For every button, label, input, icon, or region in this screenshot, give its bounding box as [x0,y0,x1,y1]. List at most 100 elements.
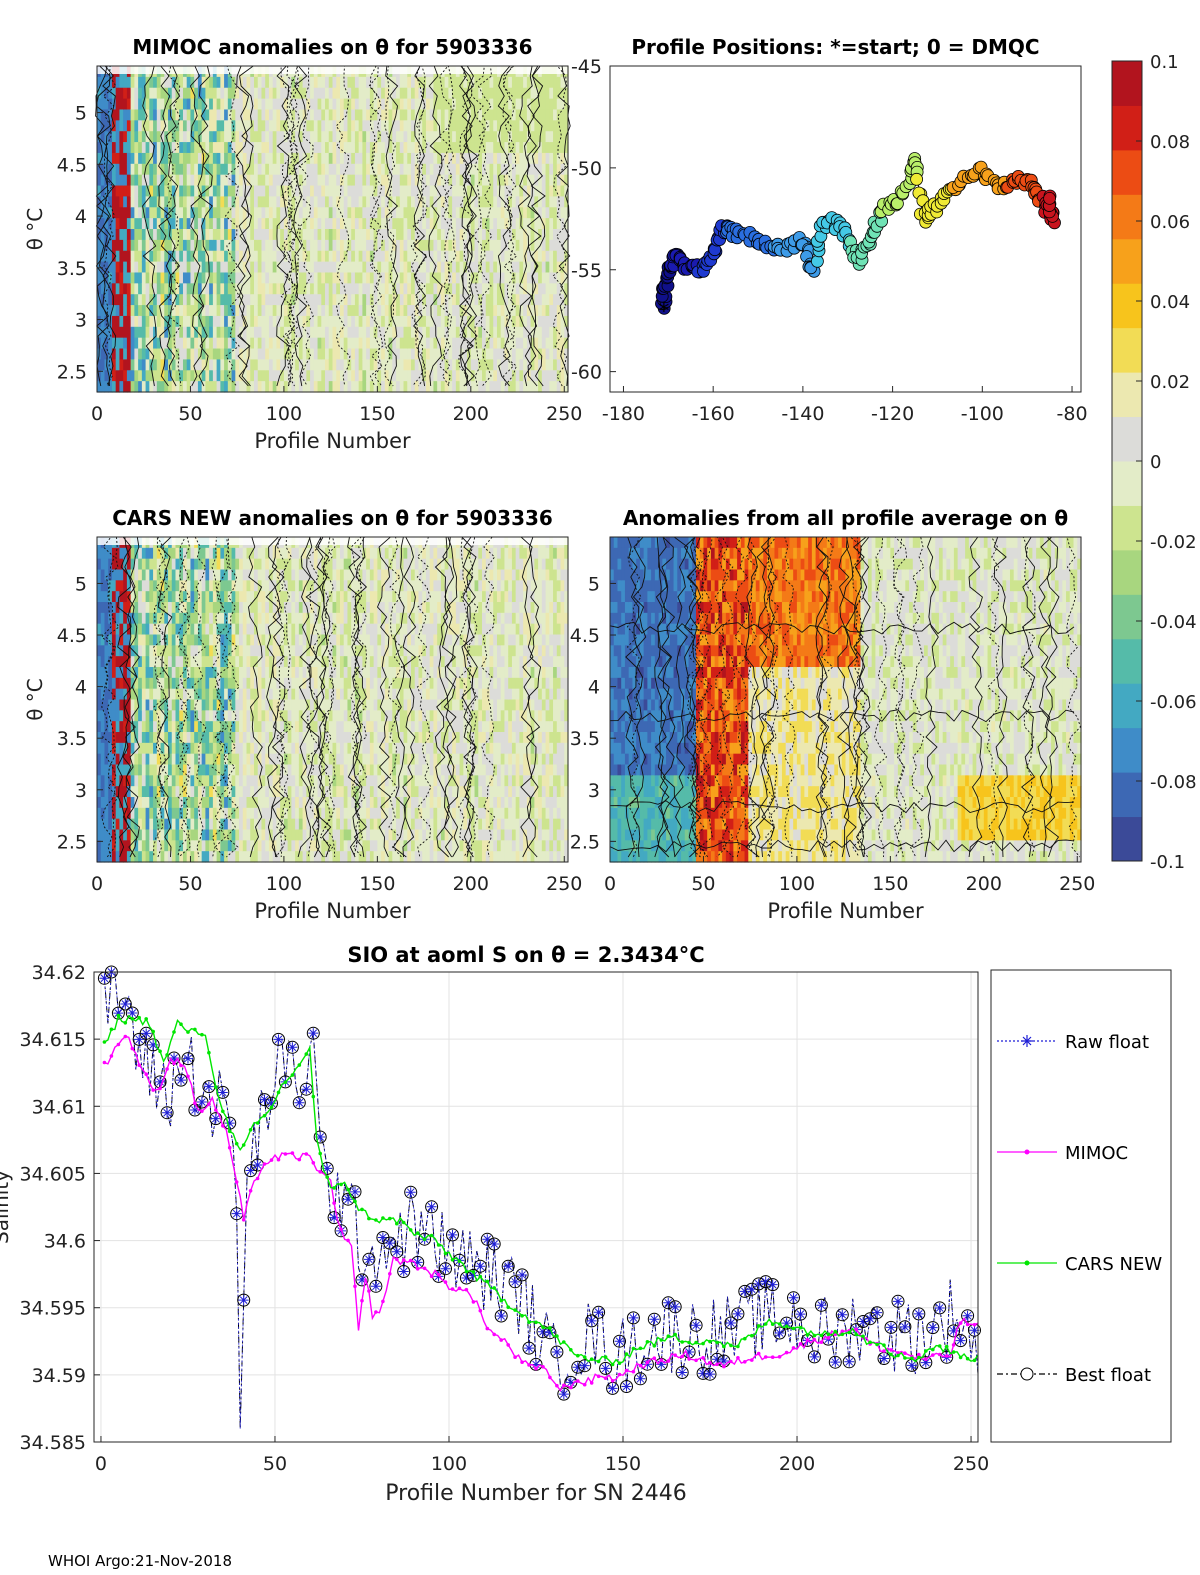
cars-cell [153,807,158,820]
cars-cell [138,807,143,820]
mimoc-cell [298,196,304,208]
mimoc-cell [272,348,278,360]
mimoc-cell [519,218,524,230]
mimoc-cell [504,120,509,132]
cars-cell [130,634,135,646]
mimoc-cell [283,315,289,328]
mimoc-cell [257,142,263,154]
mimoc-cell [111,174,117,187]
mimoc-cell [123,272,128,284]
mimoc-cell [425,239,431,252]
mimoc-cell [197,163,203,176]
mimoc-cell [526,294,532,306]
mimoc-cell [179,272,184,284]
mimoc-cell [108,305,113,317]
mimoc-cell [231,326,236,339]
cars-cell [153,591,158,603]
cars-cell [108,797,113,809]
mimoc-cell [313,98,319,111]
mimoc-cell [209,120,214,132]
mimoc-cell [541,98,547,111]
cars-cell [171,634,177,646]
cars-cell [224,634,229,646]
cars-cell [119,840,124,852]
cars-cell [182,591,188,603]
mimoc-cell [336,272,341,284]
mimoc-cell [261,326,266,339]
mimoc-cell [523,163,528,176]
cars-cell [220,667,225,679]
mimoc-cell [310,185,315,197]
mimoc-cell [190,294,195,306]
mimoc-cell [493,174,498,187]
mimoc-cell [216,185,221,197]
mimoc-cell [474,98,479,111]
mimoc-cell [332,315,337,328]
mimoc-cell [239,152,244,165]
mimoc-cell [254,76,259,89]
mimoc-cell [504,131,509,143]
mimoc-cell [197,152,203,165]
mimoc-cell [168,131,173,143]
mimoc-contour [283,65,298,387]
mimoc-cell [564,196,569,208]
mimoc-cell [422,174,427,187]
cars-cell [160,742,165,755]
mimoc-cell [149,98,154,111]
mimoc-cell [280,174,285,187]
mimoc-cell [362,229,367,241]
mimoc-cell [325,218,330,230]
cars-cell [182,764,188,776]
mimoc-cell [433,250,438,263]
mimoc-cell [444,229,449,241]
mimoc-cell [216,283,221,295]
mimoc-cell [362,239,367,252]
mimoc-cell [414,337,420,350]
mimoc-cell [261,272,266,284]
mimoc-cell [354,348,360,360]
mimoc-cell [564,283,569,295]
cars-cell [153,710,158,722]
cars-cell [186,764,192,776]
mimoc-cell [235,283,240,295]
mimoc-cell [145,218,150,230]
mimoc-cell [414,294,420,306]
mimoc-cell [291,239,296,252]
mimoc-cell [553,381,558,393]
mimoc-cell [190,229,195,241]
mimoc-cell [440,142,446,154]
mimoc-cell [111,283,117,295]
mimoc-cell [145,305,150,317]
cars-cell [156,612,162,625]
mimoc-cell [553,305,558,317]
mimoc-cell [123,76,128,89]
cars-cell [119,547,124,560]
mimoc-cell [287,326,292,339]
mimoc-cell [381,229,386,241]
mimoc-cell [156,305,162,317]
cars-cell [201,623,207,636]
mimoc-cell [470,142,476,154]
mimoc-cell [474,294,479,306]
cars-cell [197,699,203,711]
cars-cell [115,667,121,679]
mimoc-cell [321,315,326,328]
mimoc-cell [231,163,236,176]
mimoc-cell [212,196,218,208]
mimoc-cell [478,131,483,143]
mimoc-cell [100,109,106,121]
cars-cell [168,612,173,625]
mimoc-cell [411,381,416,393]
cars-cell [164,591,169,603]
mimoc-cell [381,98,386,111]
mimoc-cell [448,348,453,360]
mimoc-cell [126,142,132,154]
mimoc-cell [343,229,349,241]
mimoc-cell [328,131,334,143]
mimoc-cell [201,261,207,274]
mimoc-cell [257,174,263,187]
mimoc-cell [313,229,319,241]
mimoc-cell [381,348,386,360]
mimoc-cell [182,87,188,100]
